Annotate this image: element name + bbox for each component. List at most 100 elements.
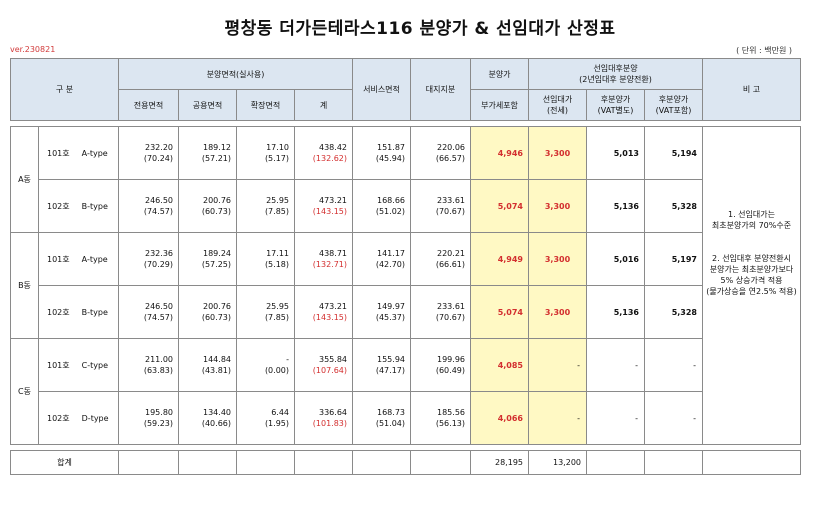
post-sale-vat-excluded-cell: - [586, 391, 645, 445]
post-sale-vat-included-cell: - [644, 391, 703, 445]
header-row-2: 전용면적 공용면적 확장면적 계 부가세포함 선임대가 (전세) 후분양가 (V… [11, 89, 801, 121]
header-exclusive-area: 전용면적 [118, 89, 179, 121]
land-share-cell: 233.61 (70.67) [410, 285, 471, 339]
table-row: 102호 D-type 195.80 (59.23) 134.40 (40.66) 6.44… [11, 391, 801, 445]
exclusive-area-cell: 246.50 (74.57) [118, 285, 179, 339]
prelease-price-cell: - [528, 391, 587, 445]
building-label: C동 [10, 338, 39, 445]
price-table: 구 분 분양면적(실사용) 서비스면적 대지지분 분양가 선임대후분양 (2년임… [10, 58, 801, 475]
totals-empty-cell [702, 450, 801, 475]
post-sale-vat-excluded-cell: - [586, 338, 645, 392]
header-remarks: 비 고 [702, 58, 801, 121]
totals-empty-cell [178, 450, 237, 475]
service-area-cell: 141.17 (42.70) [352, 232, 411, 286]
totals-empty-cell [586, 450, 645, 475]
sale-price-cell: 5,074 [470, 179, 529, 233]
expansion-area-cell: 25.95 (7.85) [236, 179, 295, 233]
service-area-cell: 168.66 (51.02) [352, 179, 411, 233]
unit-type-cell: 102호 D-type [38, 391, 119, 445]
header-prelease-price: 선임대가 (전세) [528, 89, 587, 121]
service-area-cell: 168.73 (51.04) [352, 391, 411, 445]
building-label: A동 [10, 126, 39, 233]
unit-type-cell: 101호 A-type [38, 232, 119, 286]
header-common-area: 공용면적 [178, 89, 237, 121]
total-area-cell: 438.42 (132.62) [294, 126, 353, 180]
total-area-cell: 336.64 (101.83) [294, 391, 353, 445]
total-area-cell: 473.21 (143.15) [294, 285, 353, 339]
post-sale-vat-included-cell: - [644, 338, 703, 392]
post-sale-vat-included-cell: 5,197 [644, 232, 703, 286]
unit-label: ( 단위 : 백만원 ) [736, 46, 792, 55]
header-row-1: 구 분 분양면적(실사용) 서비스면적 대지지분 분양가 선임대후분양 (2년임… [10, 58, 801, 121]
version-label: ver.230821 [10, 45, 56, 54]
post-sale-vat-excluded-cell: 5,136 [586, 179, 645, 233]
land-share-cell: 199.96 (60.49) [410, 338, 471, 392]
totals-empty-cell [410, 450, 471, 475]
header-service-area: 서비스면적 [352, 58, 411, 121]
service-area-cell: 155.94 (47.17) [352, 338, 411, 392]
header-area-group: 분양면적(실사용) [118, 58, 353, 90]
common-area-cell: 144.84 (43.81) [178, 338, 237, 392]
table-row: 102호 B-type 246.50 (74.57) 200.76 (60.73) 25.9… [11, 179, 801, 233]
building-label: B동 [10, 232, 39, 339]
land-share-cell: 220.21 (66.61) [410, 232, 471, 286]
post-sale-vat-included-cell: 5,328 [644, 285, 703, 339]
sale-price-cell: 4,066 [470, 391, 529, 445]
totals-sale-price: 28,195 [470, 450, 529, 475]
common-area-cell: 200.76 (60.73) [178, 179, 237, 233]
sale-price-cell: 4,946 [470, 126, 529, 180]
expansion-area-cell: - (0.00) [236, 338, 295, 392]
header-expansion-area: 확장면적 [236, 89, 295, 121]
totals-empty-cell [352, 450, 411, 475]
totals-prelease-price: 13,200 [528, 450, 587, 475]
header-vat-included: 부가세포함 [470, 89, 529, 121]
totals-empty-cell [644, 450, 703, 475]
table-row: C동 101호 C-type 211.00 (63.83) 144.84 (43.81) -(… [10, 338, 801, 445]
expansion-area-cell: 25.95 (7.85) [236, 285, 295, 339]
service-area-cell: 151.87 (45.94) [352, 126, 411, 180]
header-gubun: 구 분 [10, 58, 119, 121]
land-share-cell: 220.06 (66.57) [410, 126, 471, 180]
sale-price-cell: 5,074 [470, 285, 529, 339]
header-post-sale-vat-included: 후분양가 (VAT포함) [644, 89, 703, 121]
table-row: B동 101호 A-type 232.36 (70.29) 189.24 (57.25) 17… [10, 232, 801, 339]
sale-price-cell: 4,085 [470, 338, 529, 392]
post-sale-vat-included-cell: 5,328 [644, 179, 703, 233]
unit-type-cell: 101호 A-type [38, 126, 119, 180]
unit-type-cell: 101호 C-type [38, 338, 119, 392]
exclusive-area-cell: 232.20 (70.24) [118, 126, 179, 180]
prelease-price-cell: 3,300 [528, 285, 587, 339]
exclusive-area-cell: 232.36 (70.29) [118, 232, 179, 286]
common-area-cell: 189.12 (57.21) [178, 126, 237, 180]
exclusive-area-cell: 211.00 (63.83) [118, 338, 179, 392]
remarks-cell: 1. 선임대가는 최초분양가의 70%수준 2. 선임대후 분양전환시 분양가는 최초… [702, 126, 801, 339]
total-area-cell: 355.84 (107.64) [294, 338, 353, 392]
totals-empty-cell [294, 450, 353, 475]
unit-type-cell: 102호 B-type [38, 179, 119, 233]
remarks-blank-cell [702, 338, 801, 445]
totals-empty-cell [118, 450, 179, 475]
post-sale-vat-excluded-cell: 5,016 [586, 232, 645, 286]
common-area-cell: 189.24 (57.25) [178, 232, 237, 286]
expansion-area-cell: 17.11 (5.18) [236, 232, 295, 286]
prelease-price-cell: - [528, 338, 587, 392]
table-row: A동 101호 A-type 232.20 (70.24) 189.12 (57.21) 17… [10, 126, 801, 339]
common-area-cell: 200.76 (60.73) [178, 285, 237, 339]
common-area-cell: 134.40 (40.66) [178, 391, 237, 445]
post-sale-vat-included-cell: 5,194 [644, 126, 703, 180]
unit-type-cell: 102호 B-type [38, 285, 119, 339]
header-post-sale-vat-excluded: 후분양가 (VAT별도) [586, 89, 645, 121]
totals-row: 합계 28,195 13,200 [10, 450, 801, 475]
totals-label: 합계 [10, 450, 119, 475]
sale-price-cell: 4,949 [470, 232, 529, 286]
exclusive-area-cell: 195.80 (59.23) [118, 391, 179, 445]
page-title: 평창동 더가든테라스116 분양가 & 선임대가 산정표 [224, 19, 616, 39]
header-total-area: 계 [294, 89, 353, 121]
post-sale-vat-excluded-cell: 5,013 [586, 126, 645, 180]
prelease-price-cell: 3,300 [528, 232, 587, 286]
exclusive-area-cell: 246.50 (74.57) [118, 179, 179, 233]
prelease-price-cell: 3,300 [528, 179, 587, 233]
header-sale-price: 분양가 [470, 58, 529, 90]
post-sale-vat-excluded-cell: 5,136 [586, 285, 645, 339]
expansion-area-cell: 17.10 (5.17) [236, 126, 295, 180]
